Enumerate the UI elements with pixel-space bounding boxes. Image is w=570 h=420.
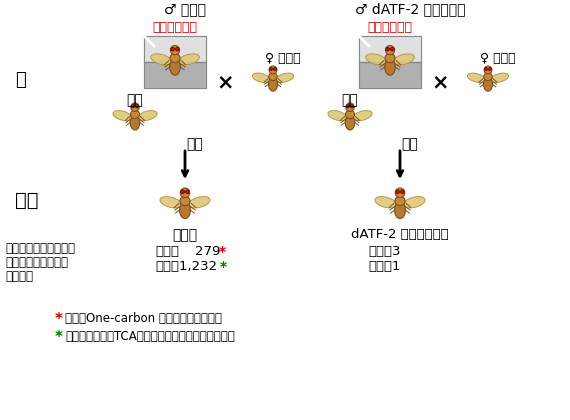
Ellipse shape <box>113 110 132 121</box>
Text: 低下：1: 低下：1 <box>368 260 401 273</box>
Circle shape <box>351 105 354 108</box>
Ellipse shape <box>395 196 405 206</box>
Text: 多くのOne-carbon 代賭系遣伝子を含む: 多くのOne-carbon 代賭系遣伝子を含む <box>65 312 222 325</box>
Circle shape <box>270 68 272 71</box>
Ellipse shape <box>268 77 278 91</box>
Ellipse shape <box>130 115 140 130</box>
Circle shape <box>484 66 492 74</box>
Text: 交配: 交配 <box>402 137 418 151</box>
Text: 親: 親 <box>15 71 26 89</box>
Text: 上昇：: 上昇： <box>155 245 179 258</box>
Text: 野生型: 野生型 <box>173 228 198 242</box>
Circle shape <box>171 47 174 51</box>
Ellipse shape <box>328 110 347 121</box>
Text: ♂ 野生型: ♂ 野生型 <box>164 2 206 16</box>
Ellipse shape <box>345 110 355 118</box>
Text: 拘束ストレス: 拘束ストレス <box>153 21 197 34</box>
Bar <box>144 36 206 88</box>
Text: 低下：1,232: 低下：1,232 <box>155 260 217 273</box>
Circle shape <box>176 47 179 51</box>
Ellipse shape <box>467 73 485 82</box>
Circle shape <box>390 47 394 51</box>
Text: 279: 279 <box>195 245 221 258</box>
Circle shape <box>274 68 276 71</box>
Text: により発現変化した: により発現変化した <box>5 256 68 269</box>
Text: dATF-2 ヘテロ変异体: dATF-2 ヘテロ変异体 <box>351 228 449 241</box>
Text: ♂ dATF-2 ホモ変异体: ♂ dATF-2 ホモ変异体 <box>355 2 465 16</box>
Text: 父親への拘束ストレス: 父親への拘束ストレス <box>5 242 75 255</box>
Text: ×: × <box>216 72 234 92</box>
Ellipse shape <box>180 196 190 206</box>
Text: *: * <box>55 330 63 345</box>
Ellipse shape <box>353 110 372 121</box>
Text: 交配: 交配 <box>186 137 203 151</box>
Ellipse shape <box>150 54 172 65</box>
Ellipse shape <box>253 73 270 82</box>
Text: *: * <box>55 312 63 327</box>
Circle shape <box>484 68 487 71</box>
Text: 拘束ストレス: 拘束ストレス <box>368 21 413 34</box>
Circle shape <box>131 103 139 111</box>
Text: ♀ 野生型: ♀ 野生型 <box>480 52 516 65</box>
Circle shape <box>396 190 400 194</box>
Circle shape <box>180 188 190 197</box>
Circle shape <box>385 45 394 55</box>
Ellipse shape <box>170 59 180 75</box>
Text: 又は: 又は <box>127 93 144 107</box>
Bar <box>359 36 421 88</box>
Ellipse shape <box>180 202 190 218</box>
Ellipse shape <box>138 110 157 121</box>
Bar <box>144 36 206 88</box>
Circle shape <box>185 190 189 194</box>
Ellipse shape <box>393 54 414 65</box>
Text: *: * <box>219 245 226 259</box>
Ellipse shape <box>491 73 508 82</box>
Ellipse shape <box>484 73 492 81</box>
Circle shape <box>269 66 277 74</box>
Ellipse shape <box>160 197 181 208</box>
Circle shape <box>346 105 349 108</box>
Ellipse shape <box>483 77 492 91</box>
Bar <box>359 36 421 62</box>
Circle shape <box>181 190 185 194</box>
Circle shape <box>386 47 389 51</box>
Text: ×: × <box>431 72 449 92</box>
Ellipse shape <box>276 73 294 82</box>
Circle shape <box>170 45 180 55</box>
Circle shape <box>401 190 404 194</box>
Ellipse shape <box>385 59 395 75</box>
Ellipse shape <box>269 73 277 81</box>
Circle shape <box>136 105 139 108</box>
Circle shape <box>346 103 354 111</box>
Bar <box>359 36 421 88</box>
Bar <box>144 36 206 62</box>
Circle shape <box>488 68 491 71</box>
Text: 遣伝子数: 遣伝子数 <box>5 270 33 283</box>
Bar <box>359 62 421 88</box>
Ellipse shape <box>394 202 405 218</box>
Text: 又は: 又は <box>341 93 359 107</box>
Ellipse shape <box>131 110 140 118</box>
Ellipse shape <box>178 54 199 65</box>
Ellipse shape <box>375 197 397 208</box>
Text: 多くの解糖系、TCA回路、電子伝達系遣伝子を含む: 多くの解糖系、TCA回路、電子伝達系遣伝子を含む <box>65 330 235 343</box>
Ellipse shape <box>385 53 395 63</box>
Ellipse shape <box>366 54 386 65</box>
Ellipse shape <box>189 197 210 208</box>
Text: 子供: 子供 <box>15 191 39 210</box>
Ellipse shape <box>404 197 425 208</box>
Circle shape <box>131 105 135 108</box>
Circle shape <box>395 188 405 197</box>
Text: ♀ 野生型: ♀ 野生型 <box>265 52 300 65</box>
Text: *: * <box>220 260 227 274</box>
Bar <box>144 62 206 88</box>
Ellipse shape <box>345 115 355 130</box>
Text: 上昇：3: 上昇：3 <box>368 245 401 258</box>
Ellipse shape <box>170 53 180 63</box>
